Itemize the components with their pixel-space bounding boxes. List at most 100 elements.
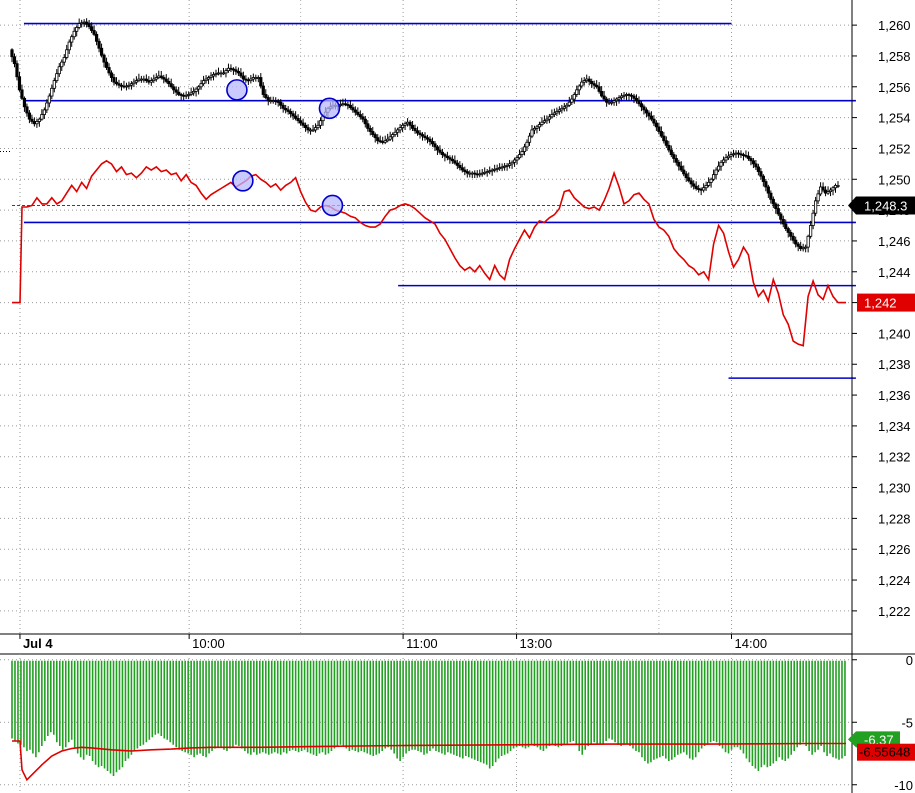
candle-body [503, 165, 507, 168]
candle-body [102, 54, 106, 63]
candle-body [674, 158, 678, 163]
osc-bar [184, 660, 186, 753]
candle-body [296, 117, 300, 122]
osc-bar [676, 660, 679, 755]
candle-body [580, 81, 584, 87]
osc-bar [41, 660, 43, 746]
osc-bar [64, 660, 67, 748]
candle-body [619, 95, 624, 98]
osc-bar [61, 660, 64, 750]
osc-bar [288, 660, 291, 751]
osc-bar [297, 660, 300, 753]
candle-body [405, 121, 410, 125]
time-tick-label: 11:00 [406, 636, 438, 651]
candle-body [532, 127, 537, 131]
osc-bar [163, 660, 166, 739]
osc-bar [515, 660, 518, 748]
candle-body [751, 160, 756, 165]
osc-bar [617, 660, 619, 745]
osc-bar [844, 660, 846, 756]
candle-body [724, 157, 728, 161]
candle-body [401, 124, 405, 129]
candle-body [771, 198, 775, 205]
osc-bar [103, 660, 106, 769]
candle-body [65, 49, 69, 58]
osc-bar [151, 660, 154, 738]
candle-body [259, 77, 263, 87]
osc-bar [279, 660, 282, 755]
osc-bar [599, 660, 601, 745]
osc-bar [291, 660, 294, 750]
candle-body [415, 130, 420, 134]
osc-bar [375, 660, 378, 755]
candle-body [40, 114, 44, 120]
osc-bar [611, 660, 613, 740]
candle-body [637, 100, 641, 105]
candle-body [535, 126, 539, 129]
osc-bar [142, 660, 145, 745]
candle-body [254, 77, 258, 79]
candle-body [246, 79, 250, 82]
candle-body [639, 103, 644, 108]
candle-body [60, 61, 64, 68]
osc-bar [369, 660, 372, 755]
osc-bar [560, 660, 563, 746]
osc-bar [512, 660, 515, 749]
osc-bar [736, 660, 739, 748]
osc-bar [542, 660, 545, 751]
osc-bar [157, 660, 160, 734]
osc-bar [11, 660, 13, 739]
candle-body [734, 152, 738, 155]
osc-bar [432, 660, 434, 749]
osc-bar [226, 660, 228, 751]
osc-bar [724, 660, 727, 753]
candle-body [82, 21, 86, 24]
osc-bar [399, 660, 401, 761]
osc-bar [79, 660, 82, 758]
candle-body [386, 138, 390, 142]
osc-bar [241, 660, 243, 749]
candle-body [22, 97, 27, 108]
candle-body [614, 98, 619, 102]
candle-body [353, 109, 357, 113]
time-tick-label: Jul 4 [23, 636, 53, 651]
candle-body [500, 166, 504, 169]
osc-bar [339, 660, 342, 745]
candle-body [575, 89, 579, 95]
candle-body [679, 165, 683, 171]
osc-bar [614, 660, 616, 743]
candle-body [25, 106, 29, 114]
osc-bar [482, 660, 485, 764]
price-tick-label: 1,252 [878, 141, 911, 156]
candle-body [741, 154, 746, 157]
candle-body [249, 78, 253, 82]
candle-body [122, 85, 126, 88]
candle-body [279, 101, 283, 106]
candle-body [169, 83, 173, 88]
candle-body [425, 137, 430, 140]
candle-body [204, 78, 208, 82]
candle-body [403, 123, 407, 126]
candle-body [363, 118, 367, 125]
candle-body [393, 131, 397, 135]
osc-bar [318, 660, 321, 754]
osc-bar [730, 660, 733, 750]
candle-body [465, 171, 469, 174]
candle-body [784, 223, 788, 229]
price-tick-label: 1,250 [878, 172, 911, 187]
candle-body [62, 57, 66, 63]
candle-body [692, 183, 696, 187]
osc-bar [820, 660, 822, 746]
candle-body [37, 118, 41, 122]
candle-body [654, 122, 658, 128]
candle-body [107, 67, 111, 74]
candle-body [139, 78, 143, 81]
price-tick-label: 1,226 [878, 542, 911, 557]
osc-bar [476, 660, 479, 761]
osc-bar [50, 660, 52, 733]
osc-bar [363, 660, 366, 753]
osc-bar [276, 660, 279, 754]
osc-bar [354, 660, 357, 751]
osc-bar [26, 660, 28, 751]
osc-bar [97, 660, 100, 768]
